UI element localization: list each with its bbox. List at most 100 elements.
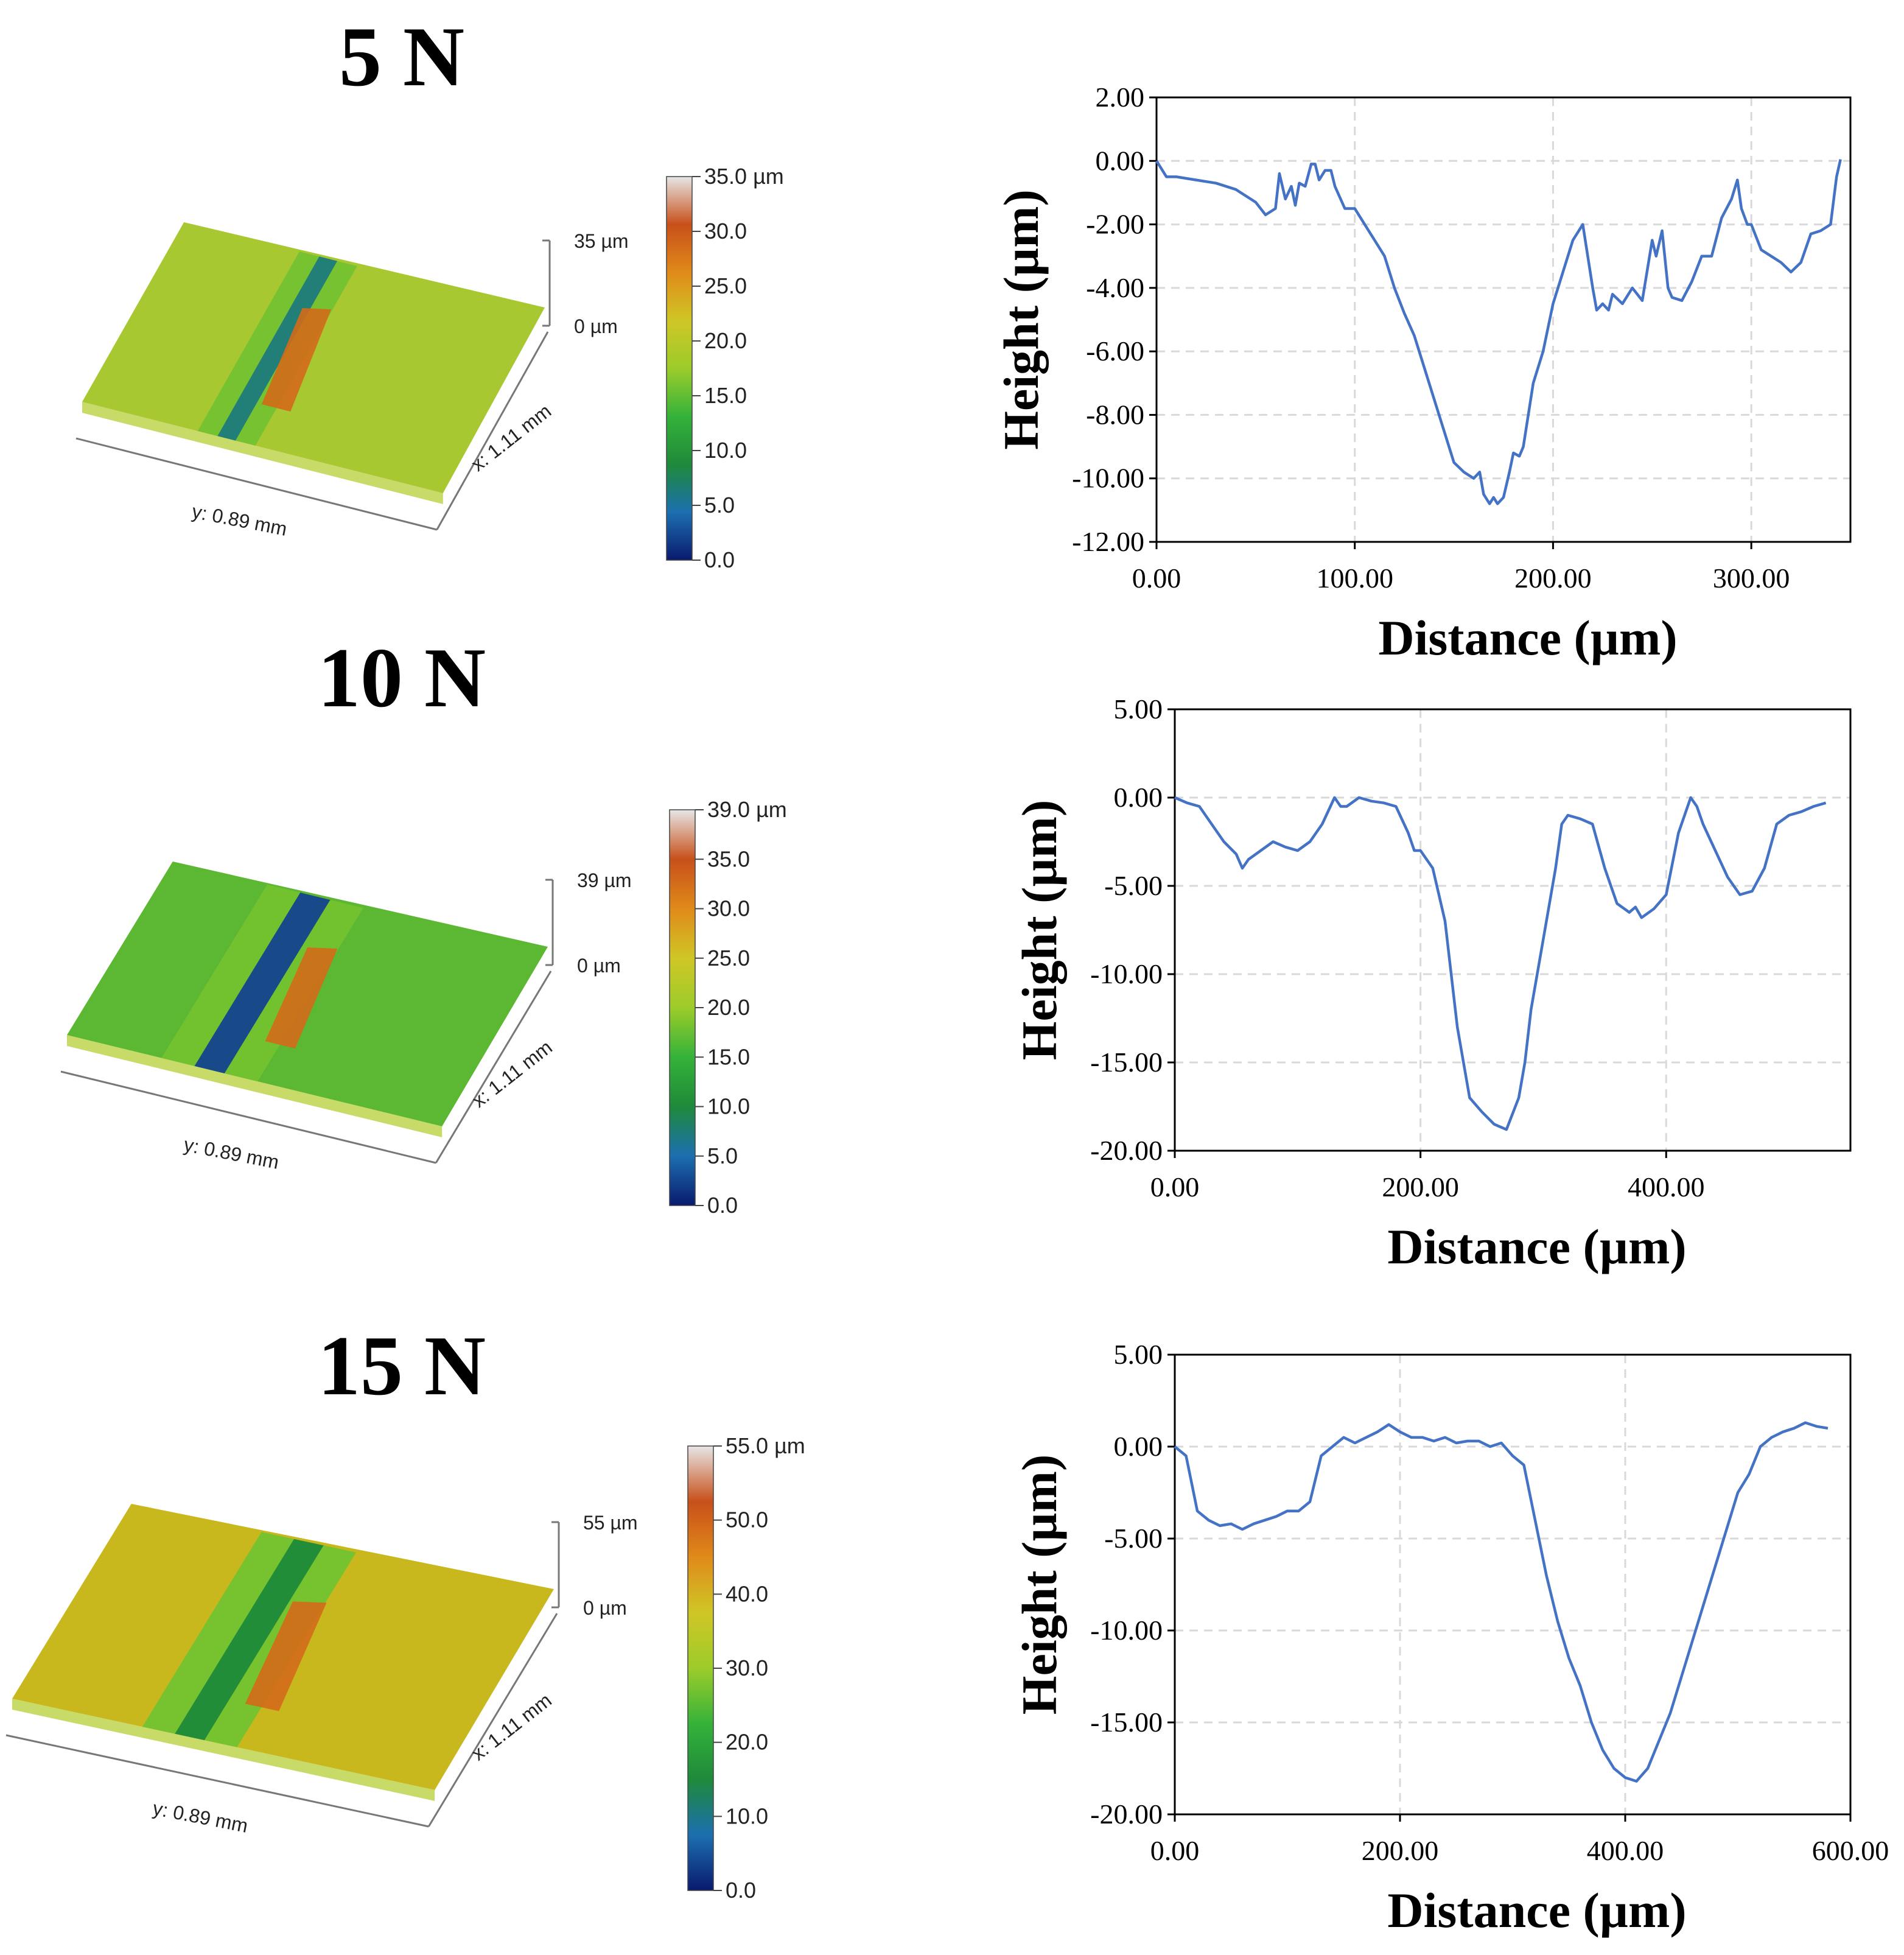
- colorbar-tick-label: 0.0: [707, 1193, 738, 1218]
- x-tick-label: 0.00: [1150, 1171, 1200, 1202]
- y-tick-label: -4.00: [1086, 272, 1144, 303]
- y-tick-label: 0.00: [1114, 782, 1163, 813]
- x-axis-line: [436, 331, 549, 530]
- y-tick-label: 5.00: [1114, 1339, 1163, 1370]
- colorbar-tick-label: 10.0: [707, 1094, 750, 1119]
- y-axis-title: Height (µm): [1012, 1455, 1067, 1715]
- groove-band: [175, 1539, 324, 1741]
- pileup-ridge: [245, 1601, 327, 1711]
- surface-front-edge: [82, 402, 443, 504]
- colorbar-tick-label: 20.0: [704, 328, 747, 353]
- colorbar-tick-label: 0.0: [704, 547, 735, 572]
- y-tick-label: -6.00: [1086, 335, 1144, 367]
- colorbar-tick-label: 5.0: [707, 1143, 738, 1168]
- y-axis-line: [5, 1734, 429, 1828]
- colorbar-tick-label: 5.0: [704, 493, 735, 518]
- x-tick-label: 400.00: [1587, 1835, 1664, 1866]
- y-dimension-label: y: 0.89 mm: [190, 500, 289, 540]
- colorbar-tick-label: 40.0: [726, 1581, 768, 1606]
- y-axis-line: [75, 437, 438, 531]
- colorbar-tick-label: 20.0: [707, 995, 750, 1020]
- colorbar-tick-label: 0.0: [726, 1878, 756, 1903]
- x-tick-label: 400.00: [1628, 1171, 1705, 1202]
- colorbar-tick-label: 35.0: [707, 846, 750, 871]
- colorbar: [687, 1445, 714, 1891]
- x-tick-label: 600.00: [1812, 1835, 1889, 1866]
- colorbar: [666, 176, 693, 561]
- x-axis-title: Distance (µm): [1387, 1883, 1686, 1938]
- colorbar-tick-label: 35.0 µm: [704, 164, 784, 189]
- panel-title-15n: 15 N: [318, 1319, 486, 1413]
- y-dimension-label: y: 0.89 mm: [151, 1797, 250, 1837]
- colorbar-tick-label: 30.0: [707, 896, 750, 921]
- colorbar-tick-label: 15.0: [707, 1044, 750, 1069]
- y-tick-label: -10.00: [1090, 958, 1163, 989]
- y-tick-label: 5.00: [1114, 693, 1163, 725]
- surface-front-edge: [67, 1035, 443, 1137]
- y-tick-label: 0.00: [1096, 145, 1145, 176]
- plot-frame: [1155, 96, 1852, 543]
- z-top-label: 55 µm: [583, 1512, 638, 1534]
- x-tick-label: 300.00: [1713, 563, 1790, 594]
- x-tick-label: 200.00: [1382, 1171, 1459, 1202]
- profile-chart-15n: 5.00 0.00 -5.00 -10.00 -15.00 -20.00 0.00 200.0…: [1012, 1339, 1889, 1938]
- colorbar-tick-label: 10.0: [704, 438, 747, 463]
- y-tick-label: 0.00: [1114, 1431, 1163, 1462]
- y-tick-label: -8.00: [1086, 399, 1144, 430]
- series-line-profile: [1155, 159, 1842, 505]
- y-tick-label: 2.00: [1096, 82, 1145, 113]
- x-axis-line: [435, 970, 552, 1164]
- series-line-profile: [1174, 1421, 1829, 1783]
- series-line-profile: [1174, 796, 1827, 1131]
- groove-band: [217, 256, 338, 441]
- z-top-label: 39 µm: [577, 869, 632, 891]
- colorbar-tick-label: 10.0: [726, 1803, 768, 1828]
- y-tick-label: -5.00: [1104, 1523, 1163, 1554]
- y-axis-line: [60, 1070, 436, 1164]
- y-tick-label: -2.00: [1086, 209, 1144, 240]
- y-tick-label: -12.00: [1072, 526, 1144, 557]
- y-tick-label: -5.00: [1104, 870, 1163, 901]
- surface-top: [82, 222, 545, 493]
- x-tick-label: 100.00: [1316, 563, 1393, 594]
- x-axis-title: Distance (µm): [1378, 610, 1677, 665]
- colorbar-tick-label: 25.0: [704, 273, 747, 298]
- x-tick-label: 200.00: [1514, 563, 1592, 594]
- y-tick-label: -20.00: [1090, 1135, 1163, 1166]
- pileup-ridge: [261, 308, 332, 412]
- colorbar-tick-label: 55.0 µm: [726, 1433, 805, 1458]
- plot-frame: [1174, 1353, 1852, 1816]
- colorbar-tick-label: 20.0: [726, 1730, 768, 1755]
- y-axis-title: Height (µm): [1012, 800, 1067, 1061]
- groove-band: [194, 893, 331, 1073]
- panel-title-5n: 5 N: [339, 10, 464, 104]
- panel-title-10n: 10 N: [318, 631, 486, 725]
- y-tick-label: -15.00: [1090, 1707, 1163, 1738]
- plot-frame: [1174, 708, 1852, 1152]
- profile-chart-10n: 5.00 0.00 -5.00 -10.00 -15.00 -20.00 0.00 200.0…: [1012, 693, 1852, 1274]
- y-tick-label: -20.00: [1090, 1799, 1163, 1830]
- x-axis-line: [427, 1613, 558, 1827]
- x-axis-title: Distance (µm): [1387, 1219, 1686, 1274]
- y-axis-title: Height (µm): [993, 189, 1049, 450]
- x-tick-label: 0.00: [1132, 563, 1181, 594]
- z-top-label: 35 µm: [574, 230, 629, 252]
- colorbar-tick-label: 50.0: [726, 1507, 768, 1532]
- colorbar-tick-label: 39.0 µm: [707, 797, 787, 822]
- y-tick-label: -10.00: [1090, 1615, 1163, 1646]
- colorbar-tick-label: 30.0: [726, 1655, 768, 1680]
- profile-chart-5n: 2.00 0.00 -2.00 -4.00 -6.00 -8.00 -10.00 -12.00…: [993, 82, 1852, 665]
- colorbar-tick-label: 25.0: [707, 946, 750, 970]
- x-tick-label: 0.00: [1150, 1835, 1200, 1866]
- colorbar-tick-label: 15.0: [704, 383, 747, 408]
- z-bottom-label: 0 µm: [577, 955, 621, 977]
- colorbar-tick-label: 30.0: [704, 219, 747, 244]
- pileup-ridge: [265, 947, 338, 1049]
- y-tick-label: -10.00: [1072, 463, 1144, 494]
- z-bottom-label: 0 µm: [574, 315, 618, 337]
- z-bottom-label: 0 µm: [583, 1597, 627, 1619]
